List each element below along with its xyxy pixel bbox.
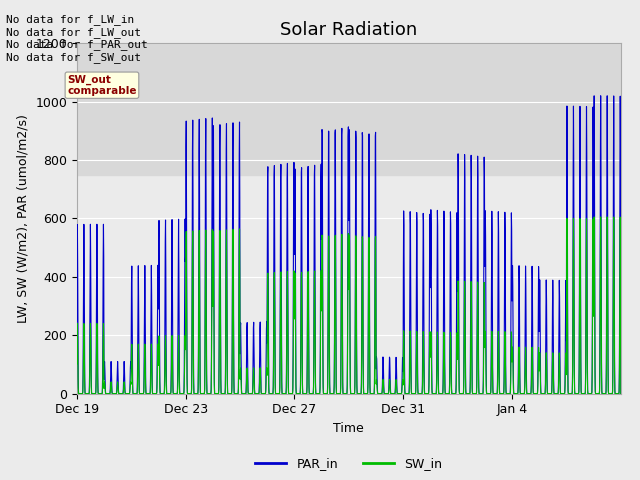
Bar <box>77 43 621 175</box>
Legend: PAR_in, SW_in: PAR_in, SW_in <box>250 452 447 475</box>
Y-axis label: LW, SW (W/m2), PAR (umol/m2/s): LW, SW (W/m2), PAR (umol/m2/s) <box>17 114 29 323</box>
Text: No data for f_LW_in
No data for f_LW_out
No data for f_PAR_out
No data for f_SW_: No data for f_LW_in No data for f_LW_out… <box>6 14 148 63</box>
Text: SW_out
comparable: SW_out comparable <box>67 74 137 96</box>
Title: Solar Radiation: Solar Radiation <box>280 21 417 39</box>
X-axis label: Time: Time <box>333 422 364 435</box>
